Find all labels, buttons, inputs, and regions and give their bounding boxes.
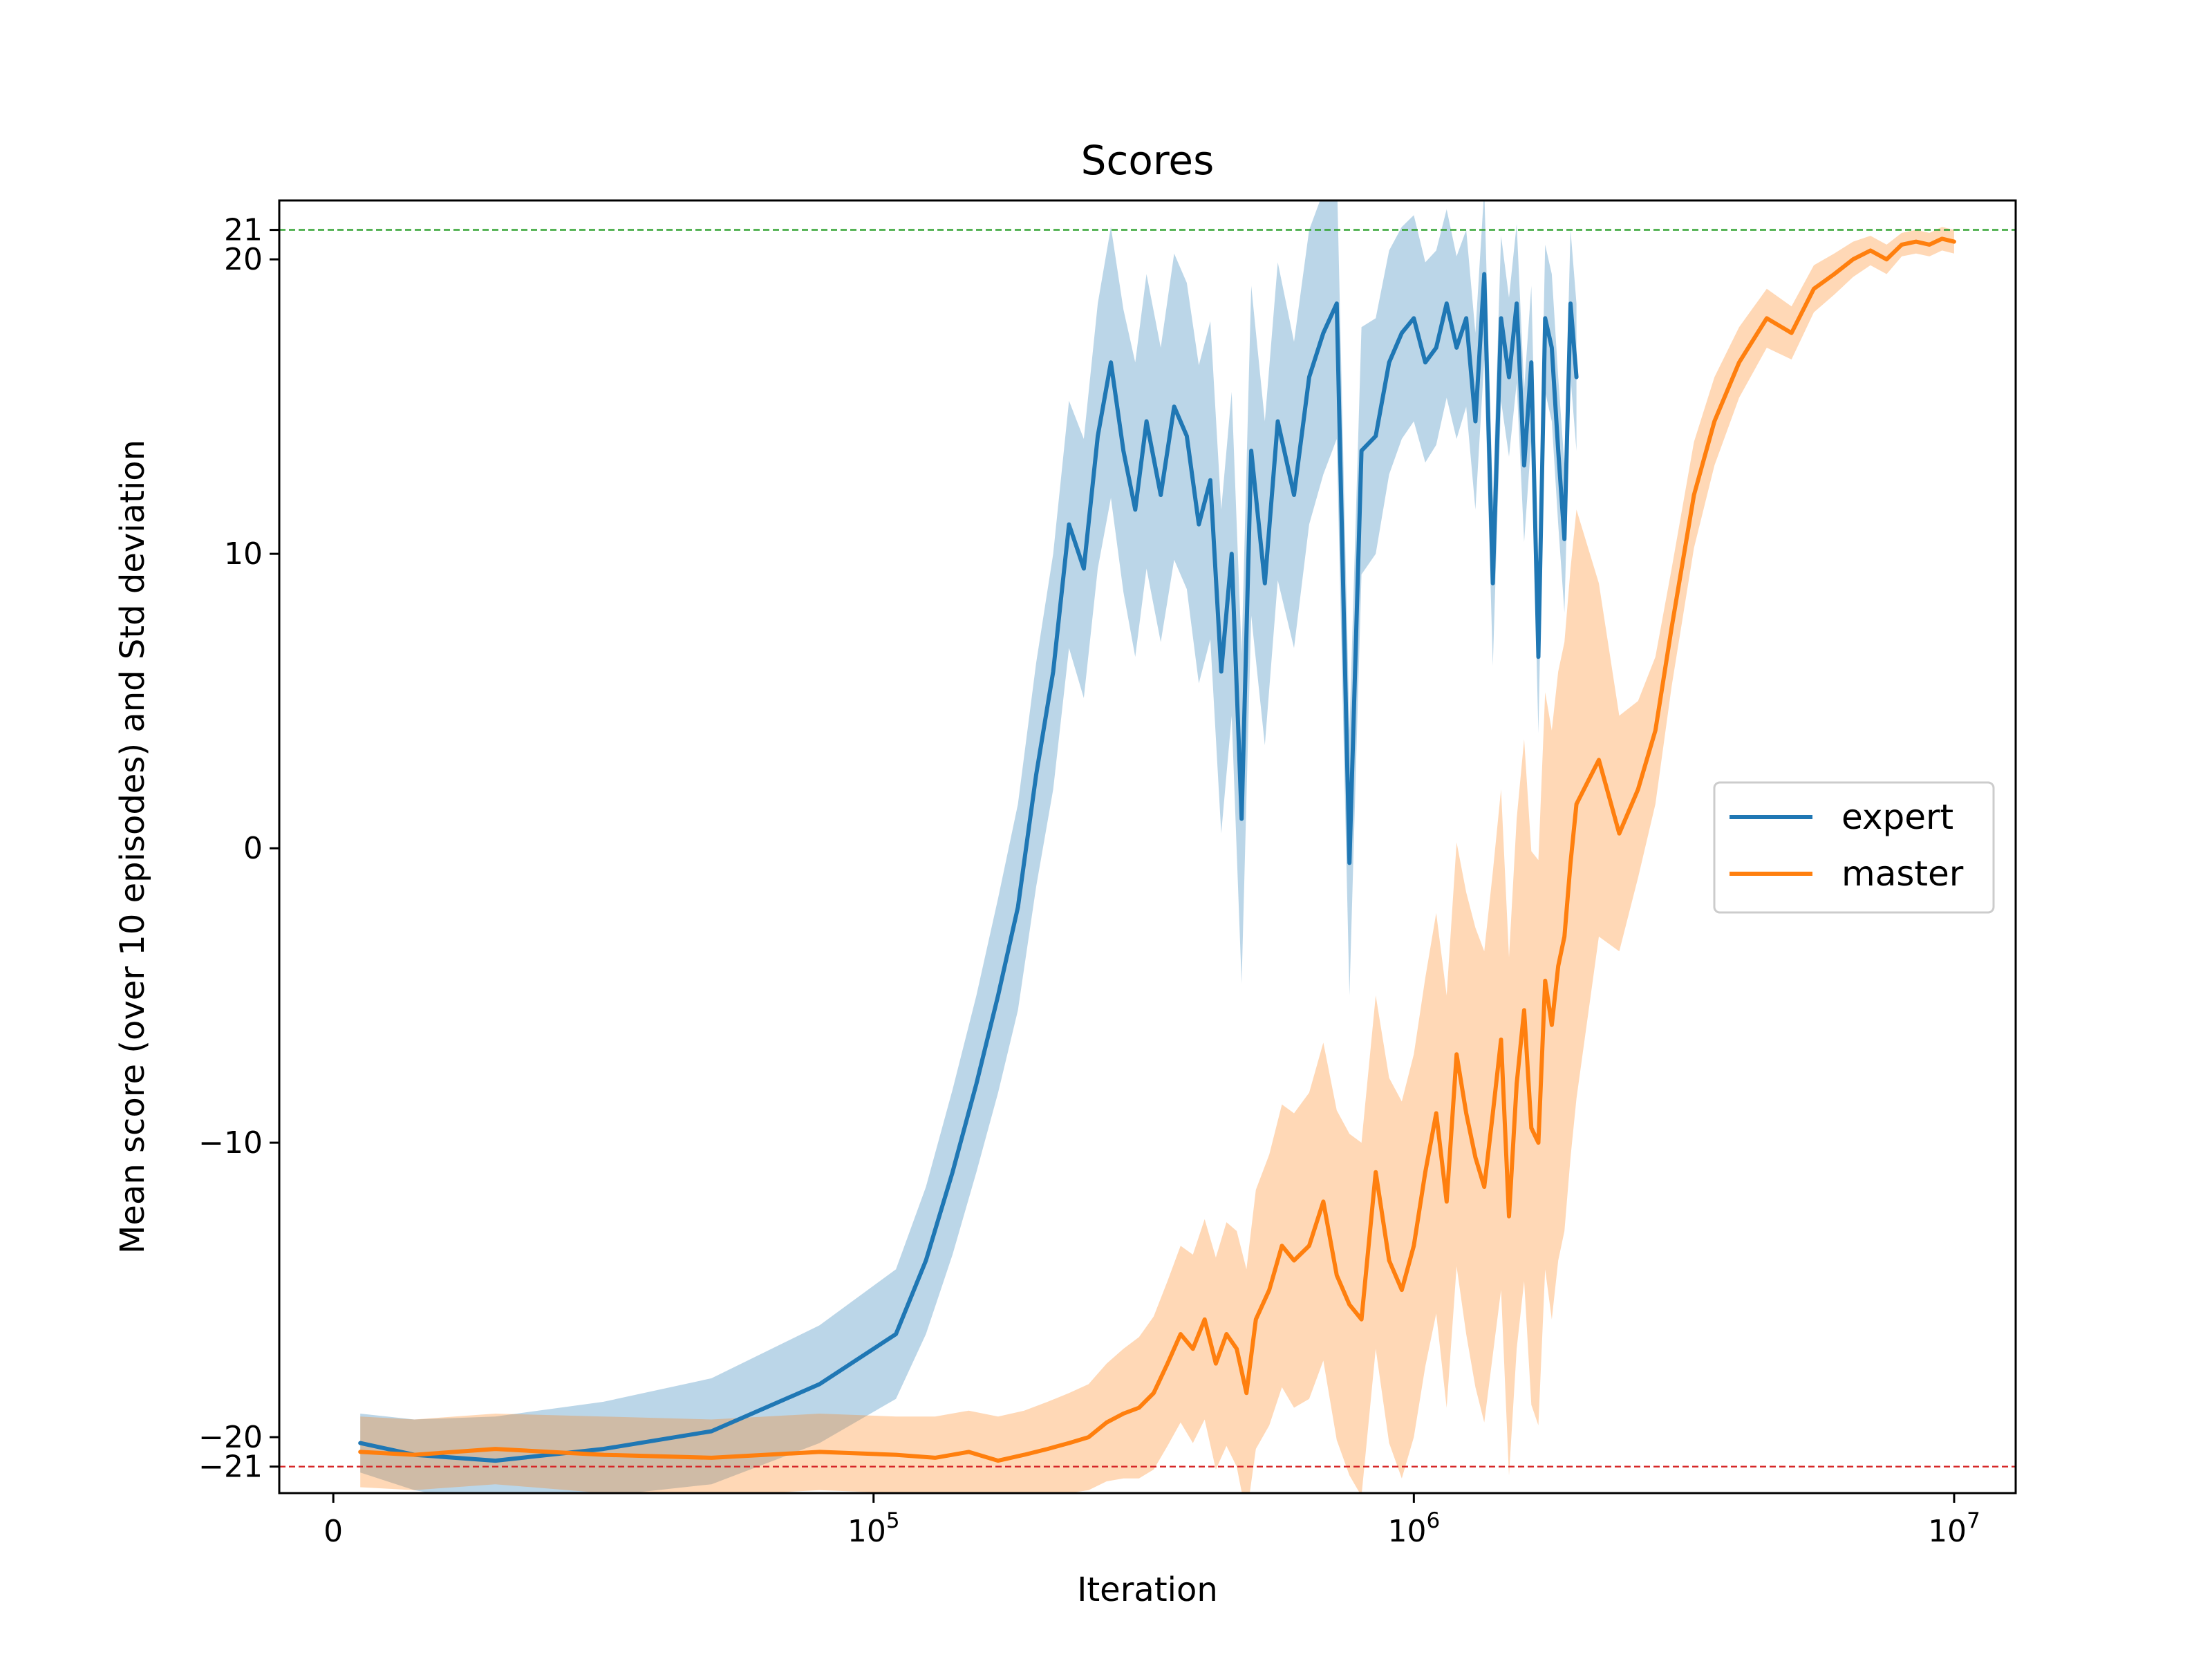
series-line-master [358,236,1956,1463]
y-tick-label: −20 [198,1420,263,1455]
y-tick-label: −21 [198,1450,263,1485]
y-tick-label: 21 [224,213,263,248]
x-tick-exponent: 6 [1426,1508,1440,1533]
x-tick-exponent: 5 [886,1508,900,1533]
legend-label-expert: expert [1841,797,1953,837]
y-tick-label: 0 [243,831,263,866]
std-bands [360,200,1954,1493]
y-tick-label: −10 [198,1125,263,1161]
series-lines [358,236,1956,1463]
chart-title: Scores [1081,137,1215,184]
legend: expert master [1713,781,1995,914]
reference-lines [279,229,2016,1468]
x-axis-ticks: 0 105 106 107 [324,1493,1980,1549]
y-axis-label: Mean score (over 10 episodes) and Std de… [113,440,152,1254]
std-band-master [360,227,1954,1493]
series-line-expert [358,272,1579,1463]
y-tick-label: 10 [224,536,263,572]
legend-label-master: master [1841,854,1964,894]
y-tick-label: 20 [224,242,263,277]
x-axis-label: Iteration [1077,1571,1218,1609]
x-tick-exponent: 7 [1967,1508,1980,1533]
plot-area-frame [278,199,2017,1494]
std-band-expert [360,200,1577,1493]
x-tick-label: 0 [324,1514,343,1549]
